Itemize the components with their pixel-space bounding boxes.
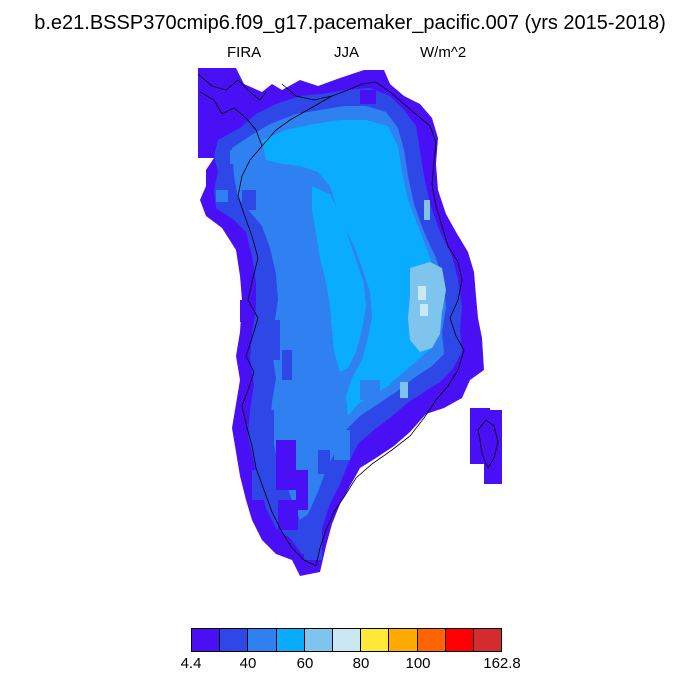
units-label: W/m^2 [420,44,467,61]
map-region [312,186,366,372]
colorbar-box-7 [389,629,418,651]
colorbar-box-2 [248,629,277,651]
colorbar-label: 162.8 [483,655,521,672]
season-label: JJA [334,44,360,61]
map-cell [420,304,428,316]
map-cell [276,440,296,490]
colorbar [191,628,502,652]
colorbar-box-6 [361,629,390,651]
coastline-north [261,95,333,147]
map-cell [418,286,426,300]
map-cell [278,500,298,530]
map-cell [240,300,252,322]
map-cell [296,470,308,510]
colorbar-box-3 [276,629,305,651]
map-cell [360,90,376,104]
map-cell [266,320,280,360]
map-cell [470,440,488,464]
colorbar-label: 80 [352,655,370,672]
colorbar-label: 60 [296,655,314,672]
map-cell [242,190,256,210]
colorbar-box-1 [220,629,249,651]
colorbar-box-4 [304,629,333,651]
map-cell [484,410,502,484]
colorbar-box-8 [417,629,446,651]
map-cell [334,430,350,460]
coastline-ellesmere [197,73,267,101]
map-region [262,120,438,416]
colorbar-box-5 [332,629,362,651]
colorbar-label: 100 [405,655,431,672]
colorbar-box-10 [473,629,502,651]
map-cell [282,350,292,380]
map-cell [230,150,244,164]
coastline-east [281,81,465,567]
colorbar-label: 4.4 [180,655,202,672]
coastline-west [199,91,317,567]
plot-title: b.e21.BSSP370cmip6.f09_g17.pacemaker_pac… [34,12,666,34]
colorbar-box-0 [192,629,221,651]
map-cells [198,68,502,576]
map-cell [424,200,430,220]
coastline [197,73,499,567]
map-cell [216,190,228,202]
map-cell [252,470,266,500]
map-cell [400,382,408,398]
map-cell [360,380,380,400]
map-cell [304,520,322,560]
coastline-island [477,419,499,469]
variable-label: FIRA [227,44,262,61]
colorbar-label: 40 [239,655,257,672]
map-cell [318,450,330,474]
map-cell [258,410,274,444]
colorbar-box-9 [445,629,474,651]
